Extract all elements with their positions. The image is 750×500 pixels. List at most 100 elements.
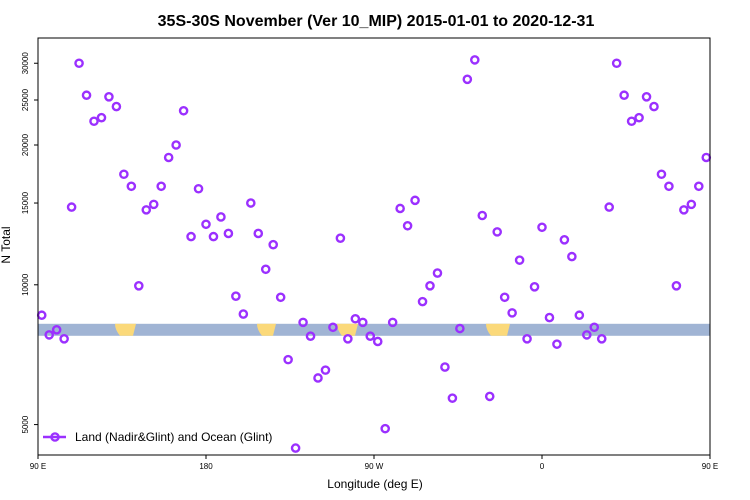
y-tick-label: 10000	[21, 273, 30, 296]
data-point	[619, 90, 629, 101]
data-point	[634, 112, 644, 123]
data-point	[395, 203, 405, 214]
data-point	[275, 292, 286, 303]
data-point	[238, 309, 249, 319]
x-tick-label: 90 E	[702, 462, 718, 471]
x-tick-label: 90 W	[365, 462, 384, 471]
y-tick-label: 20000	[21, 133, 30, 156]
data-point	[694, 181, 704, 192]
data-point	[111, 101, 122, 112]
data-point	[245, 198, 256, 208]
data-point	[223, 228, 234, 239]
data-point	[559, 234, 570, 245]
data-point	[66, 202, 77, 212]
data-point	[701, 152, 712, 163]
data-point	[514, 255, 525, 265]
data-point	[574, 310, 585, 321]
land-band	[115, 323, 136, 336]
data-point	[231, 291, 241, 302]
data-point	[216, 212, 226, 222]
y-tick-label: 30000	[21, 52, 30, 75]
data-point	[156, 181, 166, 192]
data-point	[96, 112, 107, 123]
x-tick-label: 0	[540, 462, 545, 471]
data-point	[455, 323, 465, 334]
data-point	[268, 239, 279, 250]
data-point	[507, 308, 517, 318]
data-point	[410, 195, 420, 206]
data-point	[582, 330, 592, 340]
legend-marker	[50, 432, 60, 442]
data-point	[298, 317, 308, 328]
data-point	[529, 282, 540, 292]
data-point	[656, 169, 667, 180]
data-point	[335, 233, 346, 243]
reference-band	[38, 323, 710, 336]
plot-frame	[37, 37, 711, 456]
data-point	[290, 443, 301, 453]
data-point	[372, 336, 383, 347]
data-point	[402, 220, 413, 231]
y-axis: 5000 10000 15000 20000 25000 30000	[21, 52, 38, 433]
data-point	[51, 324, 62, 335]
data-point	[89, 116, 99, 127]
data-point	[537, 222, 547, 233]
data-point	[119, 169, 129, 180]
data-point	[283, 354, 293, 365]
data-point	[611, 58, 622, 69]
ocean-band	[38, 323, 710, 336]
data-point	[649, 101, 659, 112]
data-point	[313, 373, 323, 383]
data-point	[141, 205, 152, 215]
data-point	[320, 365, 331, 375]
data-point	[447, 393, 458, 403]
data-point	[432, 268, 443, 278]
data-point	[499, 292, 510, 303]
data-point	[596, 334, 607, 344]
data-point	[567, 251, 577, 262]
data-point	[492, 227, 503, 237]
data-point	[178, 105, 189, 116]
data-point	[626, 116, 637, 127]
data-point	[201, 219, 211, 230]
x-axis: 90 E 180 90 W 0 90 E	[30, 455, 718, 471]
data-point	[36, 310, 47, 321]
data-point	[104, 92, 114, 102]
land-band	[486, 323, 510, 336]
data-point	[425, 281, 435, 291]
data-point	[380, 423, 391, 434]
x-tick-label: 180	[199, 462, 213, 471]
y-tick-label: 15000	[21, 191, 30, 214]
y-axis-label: N Total	[0, 226, 13, 263]
data-point	[440, 362, 450, 372]
data-point	[469, 55, 480, 65]
data-point	[81, 90, 92, 101]
data-point	[552, 339, 562, 349]
data-point	[679, 205, 689, 215]
data-point	[193, 183, 204, 194]
legend-label: Land (Nadir&Glint) and Ocean (Glint)	[75, 430, 272, 444]
data-point	[186, 231, 196, 242]
data-point	[208, 231, 219, 242]
data-point	[686, 199, 697, 210]
data-point	[59, 334, 69, 344]
data-point	[477, 210, 488, 221]
y-tick-label: 5000	[21, 415, 30, 433]
data-point	[664, 181, 674, 192]
x-tick-label: 90 E	[30, 462, 46, 471]
land-band	[257, 323, 276, 336]
data-point	[357, 317, 368, 328]
data-point	[343, 334, 353, 344]
data-point	[387, 317, 398, 328]
data-point	[74, 58, 84, 69]
legend: Land (Nadir&Glint) and Ocean (Glint)	[43, 430, 272, 444]
data-point	[589, 322, 600, 333]
data-point	[417, 296, 428, 307]
data-point	[163, 152, 174, 163]
data-point	[522, 334, 532, 344]
data-point	[641, 92, 652, 102]
data-point	[44, 330, 55, 340]
data-point	[365, 331, 376, 342]
data-point	[462, 74, 473, 85]
